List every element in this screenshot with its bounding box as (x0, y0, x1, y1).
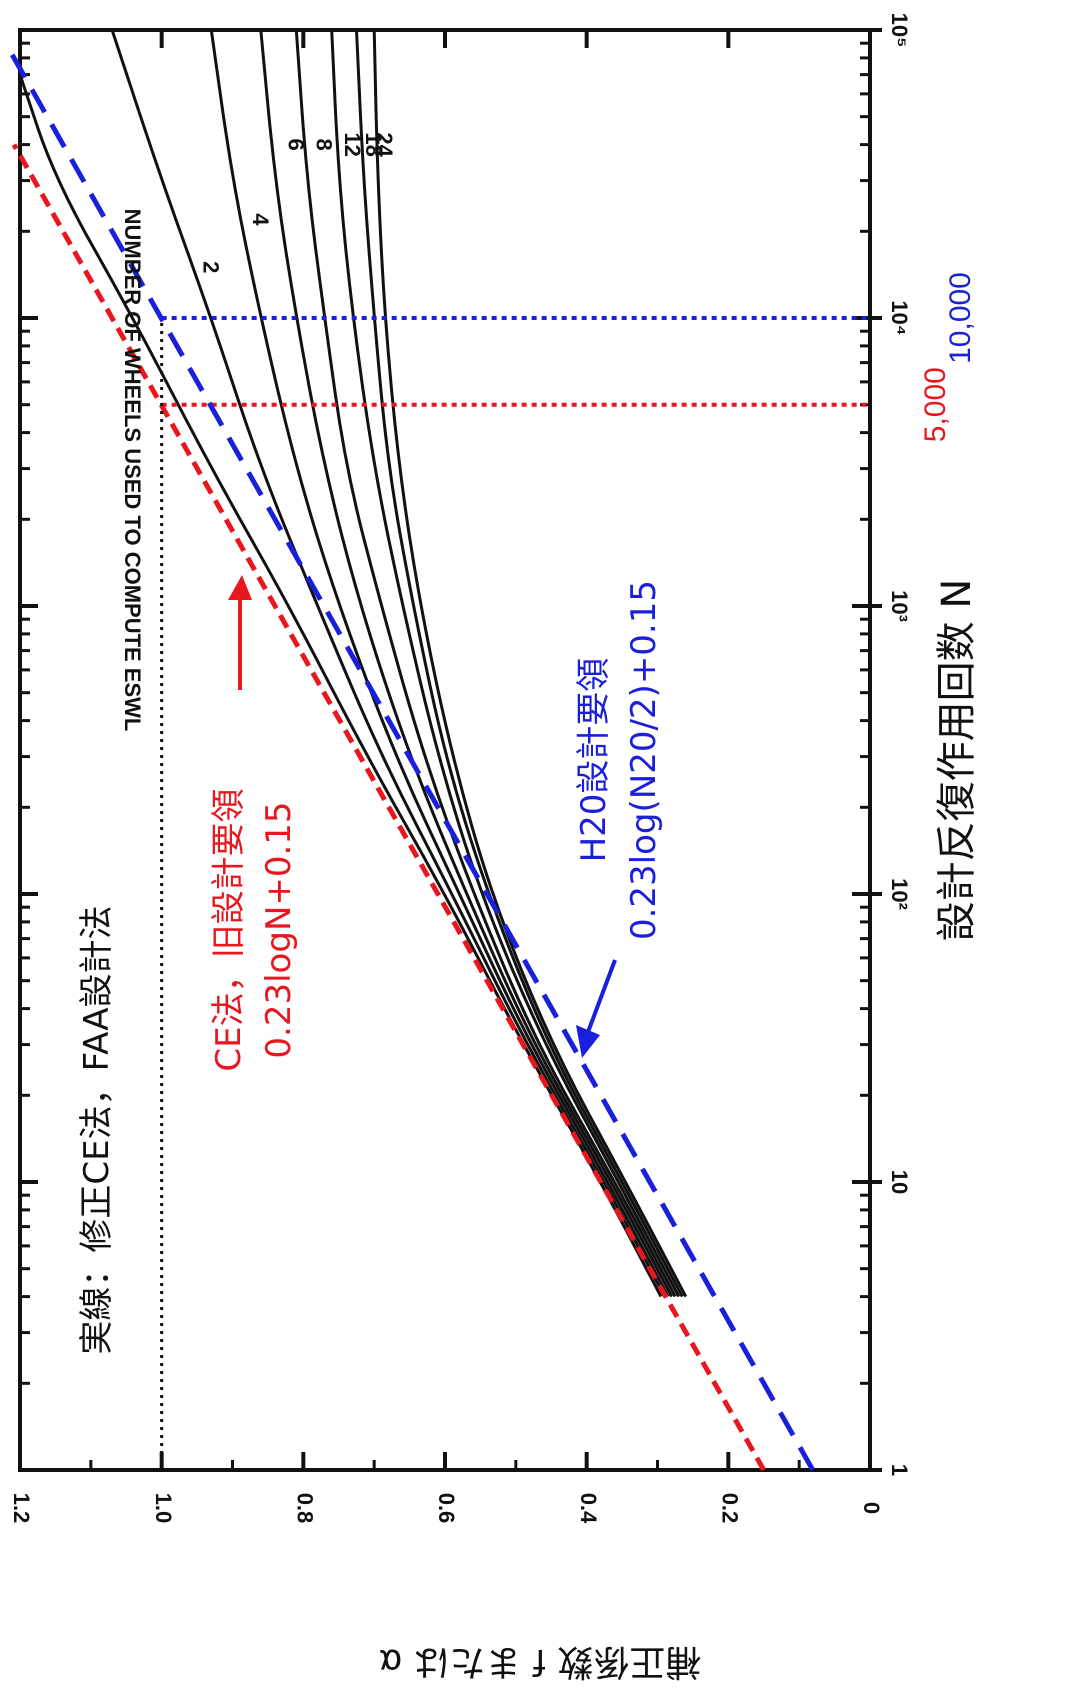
log-axis-tick-label: 10² (887, 878, 912, 910)
log-axis-tick-label: 10⁴ (887, 300, 912, 335)
log-axis-tick-label: 10 (887, 1170, 912, 1194)
h20-label-line2: 0.23log(N20/2)+0.15 (624, 580, 664, 940)
log-axis-tick-label: 10³ (887, 590, 912, 622)
curve-8-wheels (294, 29, 677, 1298)
linear-axis-tick-label: 0.8 (293, 1493, 318, 1524)
curve-4-wheels (209, 29, 670, 1298)
curve-label-2: 2 (198, 261, 223, 273)
curve-label-24: 24 (372, 132, 397, 157)
marker-label-5000: 5,000 (919, 367, 952, 442)
curve-label-8: 8 (312, 138, 337, 150)
wheels-annotation: NUMBER OF WHEELS USED TO COMPUTE ESWL (120, 209, 145, 732)
log-axis-tick-label: 1 (887, 1464, 912, 1476)
curve-label-4: 4 (248, 213, 273, 226)
linear-axis-tick-label: 0.6 (434, 1493, 459, 1524)
dashed-line-ce (11, 143, 766, 1472)
linear-axis-tick-label: 0.4 (576, 1493, 601, 1524)
log-axis-tick-label: 10⁵ (887, 13, 912, 48)
ce-label-line1: CE法，旧設計要領 (209, 788, 249, 1071)
linear-axis-tick-label: 1.2 (9, 1493, 34, 1524)
linear-axis-tick-label: 0 (859, 1502, 884, 1514)
y-axis-title: 補正係数 f または α (379, 1641, 702, 1682)
curve-label-18: 18 (361, 132, 386, 156)
curve-6-wheels (259, 29, 674, 1298)
h20-arrow-head (576, 1025, 600, 1058)
dashed-line-h20 (3, 41, 815, 1472)
axis-ticks: 1 10 10² 10³ 10⁴ 10⁵ 0 0.2 0.4 0.6 0.8 1.0 1.2 (9, 13, 912, 1524)
marker-label-10000: 10,000 (944, 272, 977, 364)
h20-label-line1: H20設計要領 (574, 658, 614, 863)
curve-18-wheels (355, 29, 684, 1298)
linear-axis-tick-label: 0.2 (718, 1493, 743, 1524)
solid-line-legend: 実線：修正CE法，FAA設計法 (77, 905, 117, 1354)
linear-axis-tick-label: 1.0 (151, 1493, 176, 1524)
x-axis-title: 設計反復作用回数 N (934, 579, 980, 942)
annotations: 実線：修正CE法，FAA設計法 設計反復作用回数 N 補正係数 f または α CE法… (77, 209, 980, 1682)
ce-arrow-head (228, 575, 252, 600)
curve-12-wheels (330, 29, 681, 1298)
curve-24-wheels (372, 29, 688, 1298)
ce-label-line2: 0.23logN+0.15 (259, 801, 299, 1058)
h20-arrow-shaft (583, 959, 617, 1041)
curve-2-wheels (110, 29, 666, 1298)
curve-label-6: 6 (283, 138, 308, 150)
